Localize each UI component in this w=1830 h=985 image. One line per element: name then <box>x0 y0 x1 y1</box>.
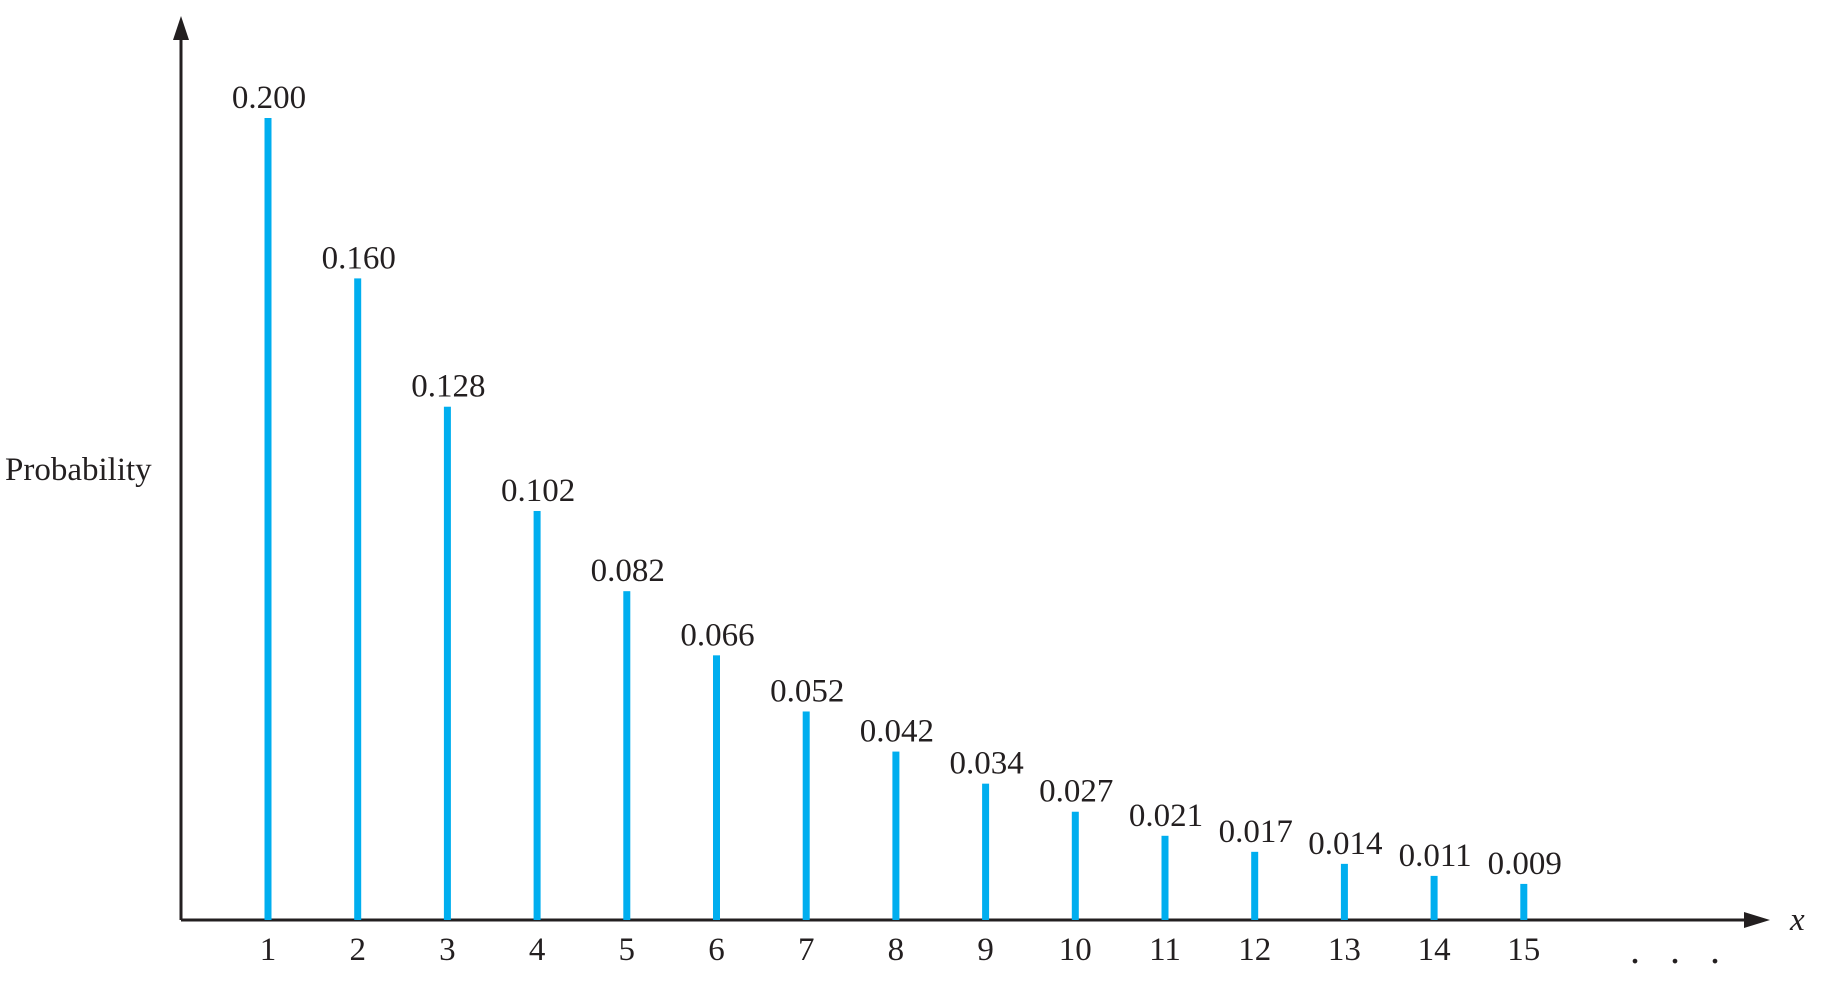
x-tick-label-3: 3 <box>439 932 456 968</box>
x-tick-label-2: 2 <box>349 932 366 968</box>
x-tick-label-1: 1 <box>260 932 277 968</box>
x-tick-label-4: 4 <box>529 932 546 968</box>
bar-15 <box>1520 883 1528 920</box>
x-tick-label-6: 6 <box>708 932 725 968</box>
value-label-8: 0.042 <box>860 714 934 750</box>
x-axis-continuation: . . . <box>1630 927 1730 972</box>
value-label-11: 0.021 <box>1129 798 1203 834</box>
value-label-6: 0.066 <box>680 617 754 653</box>
value-labels-group: 0.200 0.160 0.128 0.102 0.082 0.066 0.052 0.042… <box>232 80 1562 882</box>
value-label-10: 0.027 <box>1039 774 1113 810</box>
bar-2 <box>354 278 362 920</box>
x-tick-label-15: 15 <box>1507 932 1540 968</box>
value-label-7: 0.052 <box>770 673 844 709</box>
value-label-2: 0.160 <box>322 240 396 276</box>
x-axis-label: x <box>1789 902 1805 938</box>
x-tick-label-14: 14 <box>1418 932 1451 968</box>
bar-5 <box>623 591 631 920</box>
bars-group <box>264 118 1528 921</box>
value-label-3: 0.128 <box>411 369 485 405</box>
bar-13 <box>1340 863 1348 920</box>
x-tick-label-11: 11 <box>1149 932 1181 968</box>
value-label-4: 0.102 <box>501 473 575 509</box>
value-label-13: 0.014 <box>1308 826 1382 862</box>
x-tick-labels-group: 1 2 3 4 5 6 7 8 9 10 11 12 13 14 15 <box>260 932 1541 968</box>
bar-14 <box>1430 875 1438 920</box>
x-tick-label-7: 7 <box>798 932 815 968</box>
bar-10 <box>1071 811 1079 920</box>
x-tick-label-13: 13 <box>1328 932 1361 968</box>
bar-11 <box>1161 835 1169 920</box>
x-tick-label-12: 12 <box>1238 932 1271 968</box>
x-tick-label-8: 8 <box>888 932 905 968</box>
value-label-14: 0.011 <box>1399 838 1472 874</box>
bar-7 <box>802 711 810 920</box>
y-axis-arrowhead <box>173 16 189 40</box>
value-label-15: 0.009 <box>1488 846 1562 882</box>
value-label-5: 0.082 <box>591 553 665 589</box>
value-label-9: 0.034 <box>949 746 1023 782</box>
bar-12 <box>1251 851 1259 920</box>
bar-4 <box>533 510 541 920</box>
x-tick-label-10: 10 <box>1059 932 1092 968</box>
bar-6 <box>713 655 720 920</box>
value-label-1: 0.200 <box>232 80 306 116</box>
bar-1 <box>264 118 272 920</box>
x-tick-label-9: 9 <box>977 932 994 968</box>
axes <box>173 16 1770 928</box>
x-axis-arrowhead <box>1744 912 1770 928</box>
x-tick-label-5: 5 <box>619 932 636 968</box>
bar-3 <box>443 406 451 921</box>
bar-8 <box>892 751 900 920</box>
y-axis-label: Probability <box>5 452 152 488</box>
bar-9 <box>982 783 990 920</box>
value-label-12: 0.017 <box>1219 814 1293 850</box>
